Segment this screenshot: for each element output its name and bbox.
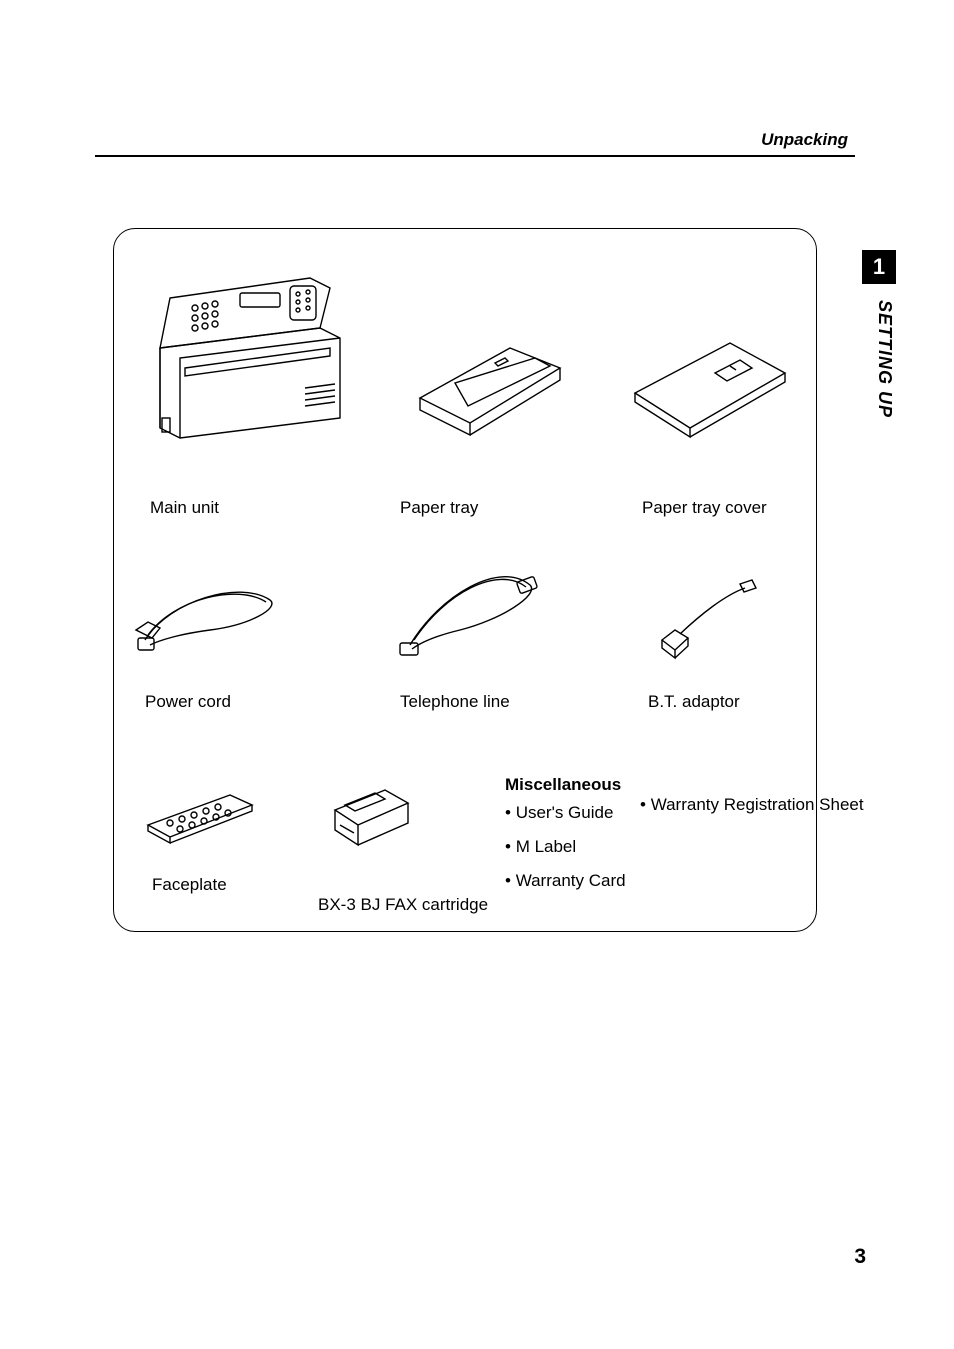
cartridge-illustration — [320, 775, 420, 860]
header-rule — [95, 155, 855, 157]
misc-block-col2: Warranty Registration Sheet — [640, 795, 864, 815]
chapter-label: SETTING UP — [874, 300, 895, 418]
faceplate-illustration — [140, 785, 260, 850]
misc-title: Miscellaneous — [505, 775, 626, 795]
power-cord-label: Power cord — [145, 692, 231, 712]
faceplate-label: Faceplate — [152, 875, 227, 895]
misc-item: User's Guide — [505, 803, 626, 823]
paper-tray-illustration — [400, 328, 580, 453]
telephone-line-illustration — [390, 555, 550, 670]
telephone-line-label: Telephone line — [400, 692, 510, 712]
power-cord-illustration — [130, 570, 290, 665]
misc-list-col2: Warranty Registration Sheet — [640, 795, 864, 815]
main-unit-illustration — [140, 268, 360, 453]
misc-item: M Label — [505, 837, 626, 857]
misc-item: Warranty Registration Sheet — [640, 795, 864, 815]
section-header: Unpacking — [761, 130, 848, 150]
paper-tray-cover-label: Paper tray cover — [642, 498, 767, 518]
bt-adaptor-label: B.T. adaptor — [648, 692, 740, 712]
paper-tray-label: Paper tray — [400, 498, 478, 518]
misc-list-col1: User's Guide M Label Warranty Card — [505, 803, 626, 891]
bt-adaptor-illustration — [640, 570, 770, 665]
page-number: 3 — [854, 1245, 866, 1269]
main-unit-label: Main unit — [150, 498, 219, 518]
misc-item: Warranty Card — [505, 871, 626, 891]
paper-tray-cover-illustration — [620, 328, 800, 453]
chapter-tab: 1 — [862, 250, 896, 284]
misc-block: Miscellaneous User's Guide M Label Warra… — [505, 775, 626, 905]
cartridge-label: BX-3 BJ FAX cartridge — [318, 895, 488, 915]
